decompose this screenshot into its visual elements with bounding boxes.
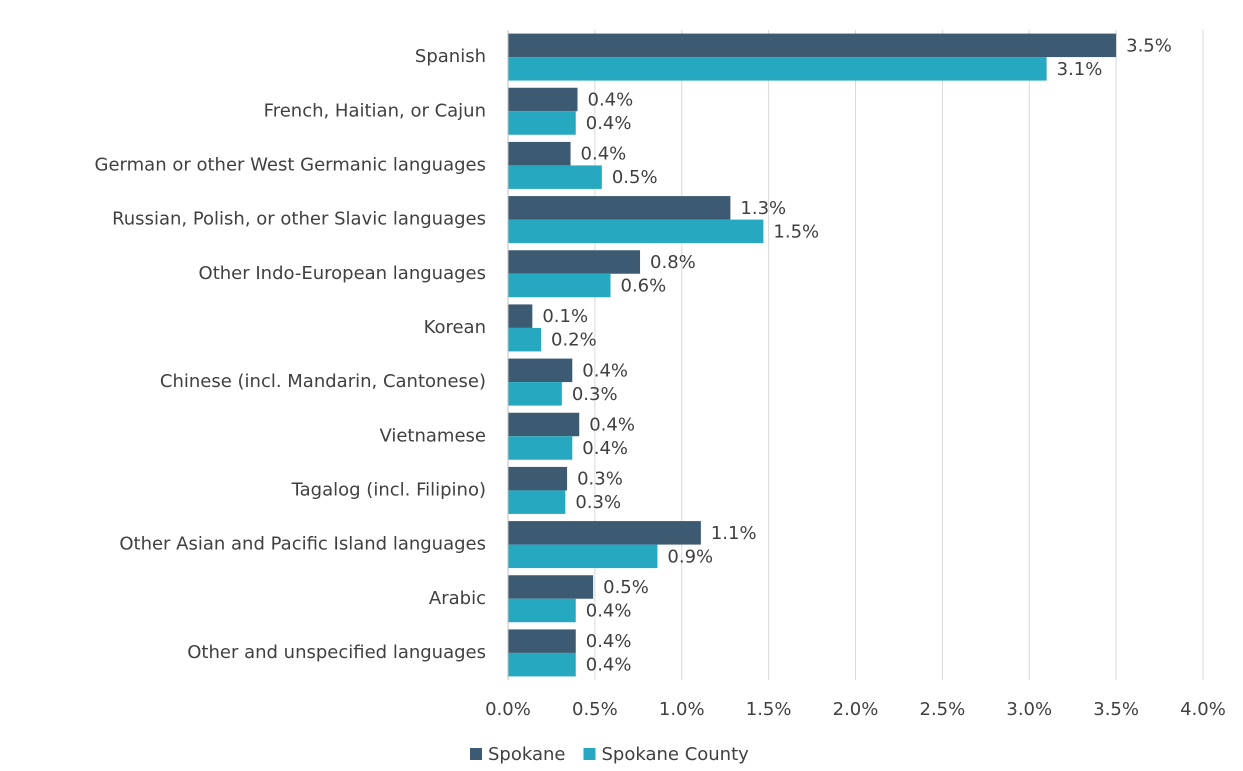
value-label: 1.1% [711, 523, 757, 544]
value-label: 0.3% [575, 492, 621, 513]
bar [508, 219, 764, 244]
bar [508, 436, 573, 460]
x-tick-label: 3.0% [1006, 699, 1052, 720]
bar [508, 575, 594, 599]
bar [508, 358, 573, 383]
bar [508, 196, 731, 220]
value-label: 0.4% [586, 631, 632, 652]
value-label: 3.5% [1126, 35, 1172, 56]
y-tick-label: Other Indo-European languages [199, 263, 486, 284]
value-label: 0.4% [589, 415, 635, 436]
bar [508, 273, 611, 298]
bar [508, 521, 701, 545]
bar [508, 57, 1047, 81]
bar [508, 466, 568, 491]
y-tick-label: Tagalog (incl. Filipino) [291, 479, 486, 500]
bar [508, 87, 578, 112]
x-tick-label: 4.0% [1180, 699, 1226, 720]
bar [508, 304, 533, 328]
value-label: 0.4% [581, 144, 627, 165]
bar [508, 412, 580, 437]
value-label: 0.2% [551, 330, 597, 351]
value-label: 0.4% [582, 360, 628, 381]
bar [508, 490, 566, 514]
value-label: 0.8% [650, 252, 696, 273]
x-tick-label: 1.5% [746, 699, 792, 720]
value-label: 0.4% [586, 113, 632, 134]
bar [508, 544, 658, 569]
y-tick-label: Vietnamese [379, 425, 486, 446]
x-tick-label: 0.0% [485, 699, 531, 720]
value-label: 0.3% [577, 469, 623, 490]
bar [508, 327, 542, 352]
bar [508, 33, 1117, 58]
y-tick-label: Korean [424, 317, 486, 338]
bar [508, 111, 576, 135]
x-tick-label: 3.5% [1093, 699, 1139, 720]
bar [508, 165, 602, 189]
bar [508, 382, 562, 406]
x-tick-label: 2.0% [833, 699, 879, 720]
y-tick-label: Other and unspecified languages [187, 642, 486, 663]
value-label: 1.3% [740, 198, 786, 219]
value-label: 0.4% [582, 438, 628, 459]
value-label: 0.4% [586, 601, 632, 622]
value-label: 3.1% [1057, 59, 1103, 80]
y-tick-label: German or other West Germanic languages [95, 154, 486, 175]
value-label: 1.5% [773, 221, 819, 242]
y-tick-label: Arabic [429, 588, 486, 609]
value-label: 0.5% [612, 167, 658, 188]
legend-label: Spokane [488, 744, 565, 765]
bar [508, 141, 571, 166]
bar [508, 629, 576, 653]
y-tick-label: French, Haitian, or Cajun [264, 100, 486, 121]
value-label: 0.9% [667, 546, 713, 567]
legend-label: Spokane County [601, 744, 749, 765]
y-tick-label: Russian, Polish, or other Slavic languag… [112, 209, 486, 230]
y-tick-label: Chinese (incl. Mandarin, Cantonese) [160, 371, 486, 392]
bar [508, 652, 576, 677]
x-tick-label: 2.5% [920, 699, 966, 720]
x-tick-label: 0.5% [572, 699, 618, 720]
y-tick-label: Spanish [415, 46, 486, 67]
x-tick-label: 1.0% [659, 699, 705, 720]
legend-swatch [470, 748, 482, 760]
bar [508, 598, 576, 623]
value-label: 0.3% [572, 384, 618, 405]
value-label: 0.4% [586, 655, 632, 676]
value-label: 0.1% [542, 306, 588, 327]
legend-swatch [583, 748, 596, 760]
value-label: 0.6% [621, 276, 667, 297]
bar [508, 250, 641, 274]
y-tick-label: Other Asian and Pacific Island languages [119, 534, 486, 555]
value-label: 0.5% [603, 577, 649, 598]
value-label: 0.4% [588, 90, 634, 111]
